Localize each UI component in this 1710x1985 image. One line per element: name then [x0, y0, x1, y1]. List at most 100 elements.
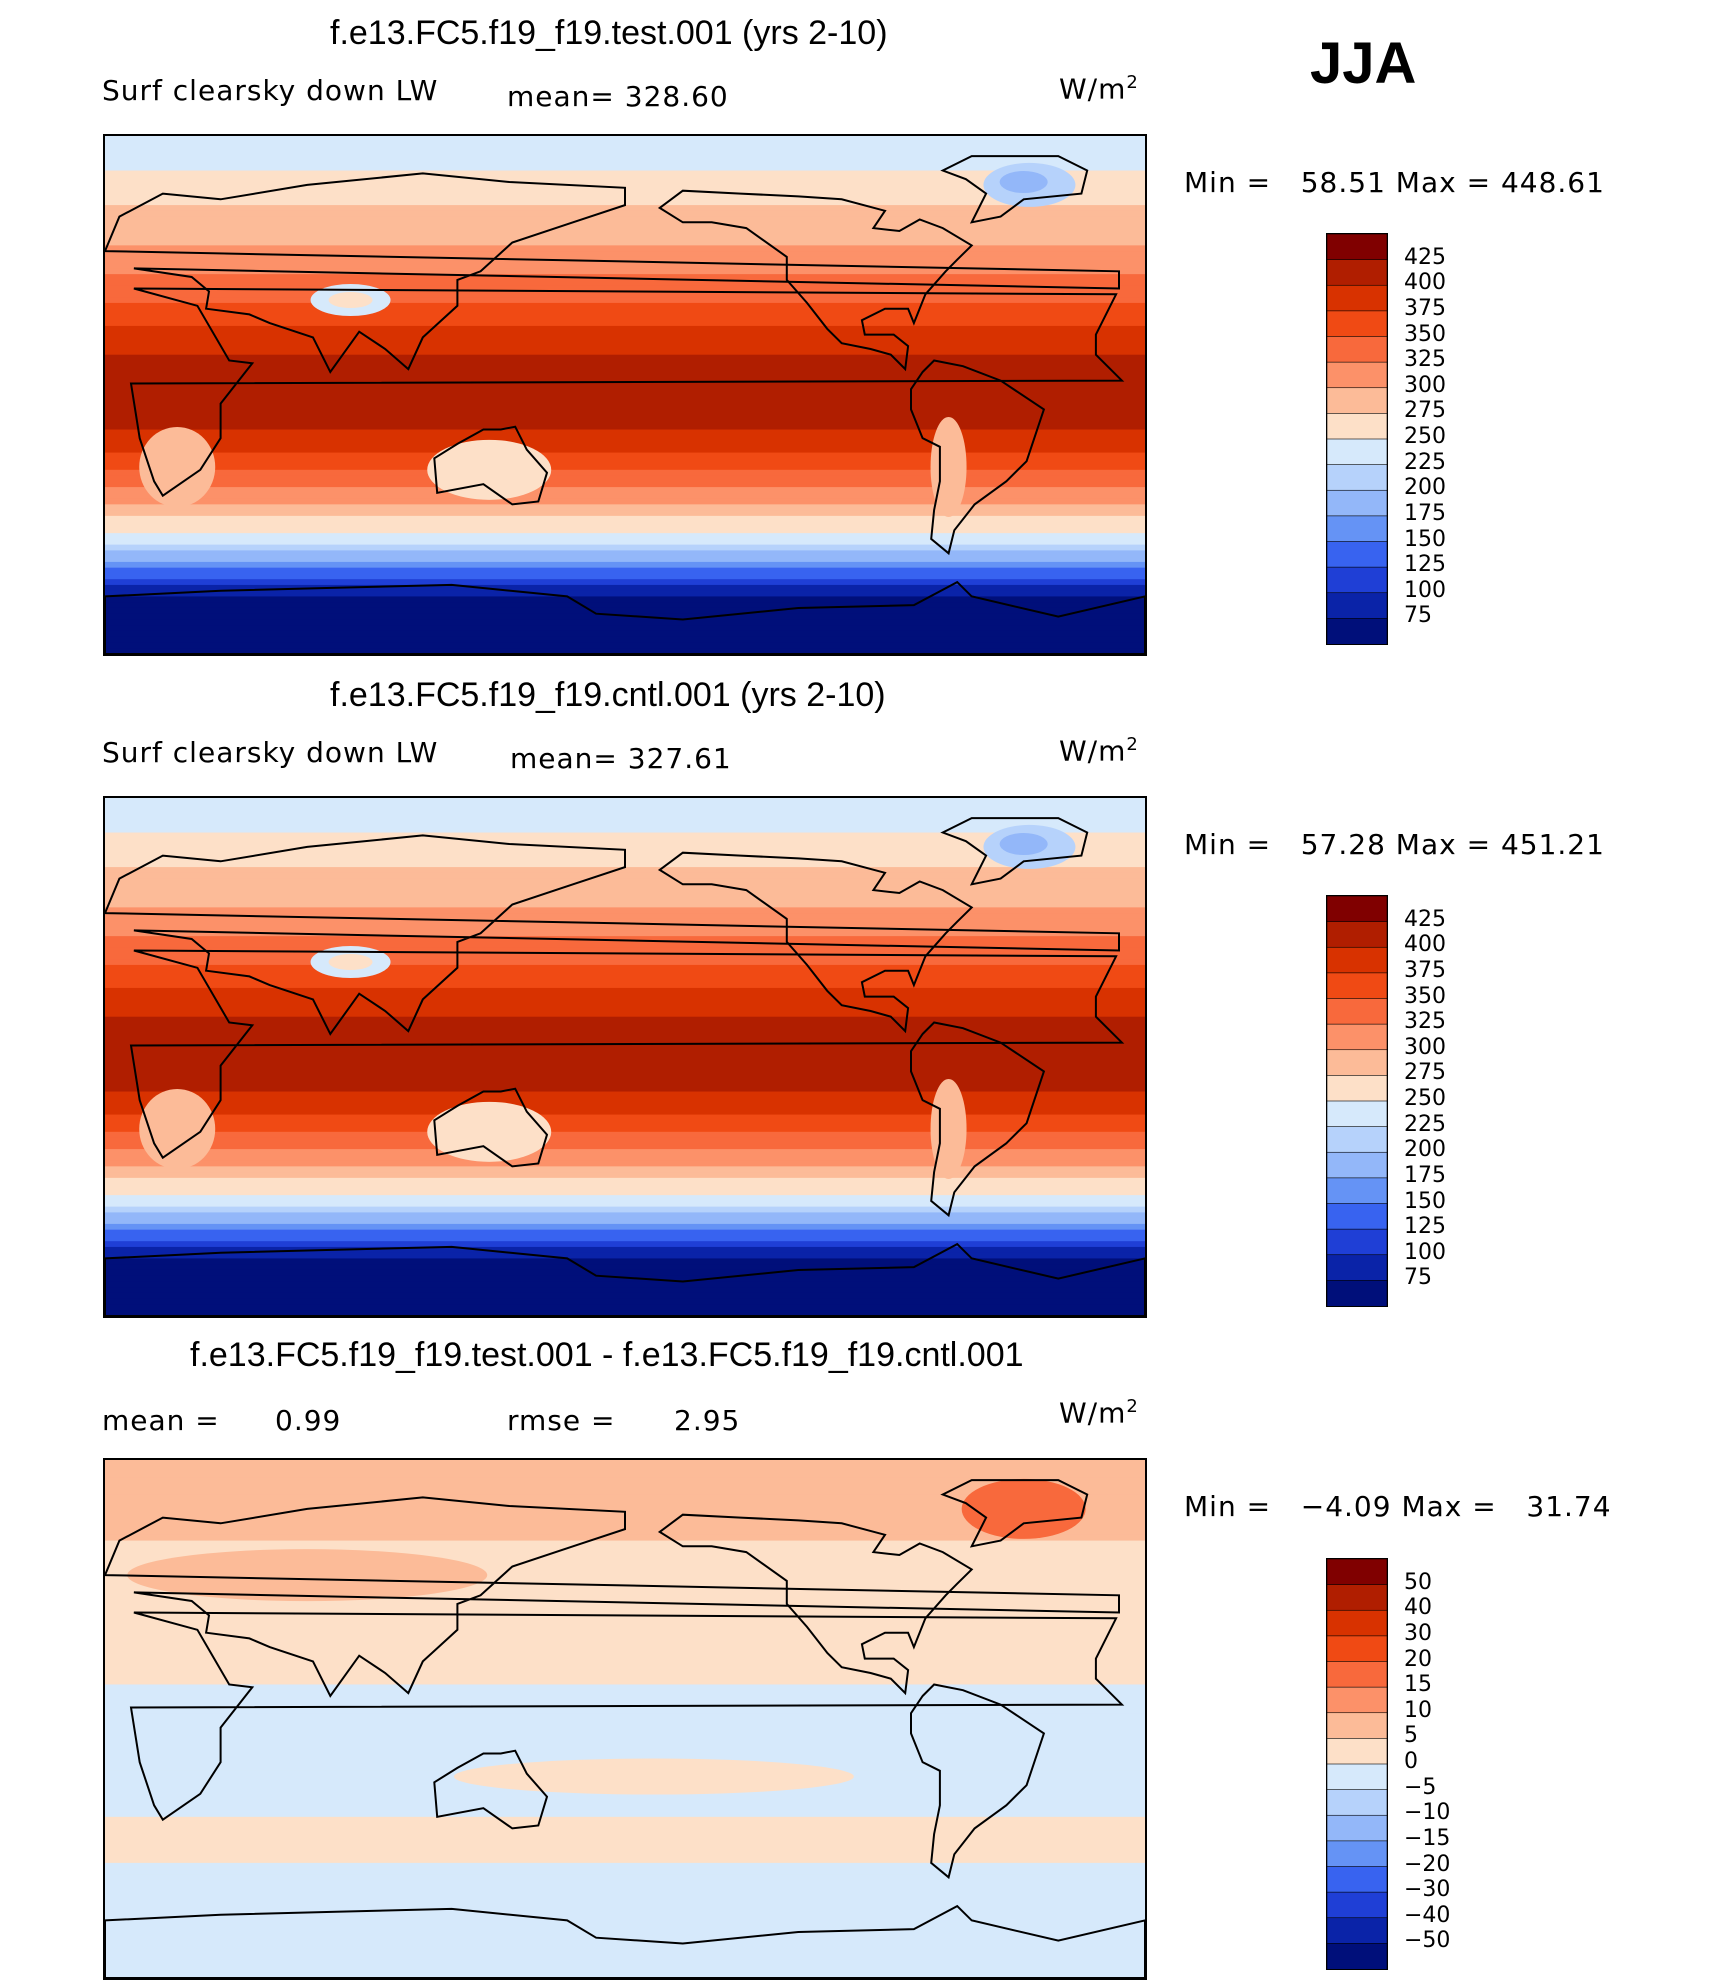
colorbar-tick-label: 30	[1404, 1620, 1432, 1646]
map-band	[105, 832, 1145, 839]
map-band	[105, 279, 1145, 287]
map-band	[105, 1091, 1145, 1098]
colorbar-tick-label: 300	[1404, 372, 1446, 398]
colorbar-tick-label: 150	[1404, 526, 1446, 552]
colorbar-tick-label: 10	[1404, 1697, 1432, 1723]
colorbar-tick-label: 5	[1404, 1723, 1418, 1749]
colorbar-swatch	[1326, 310, 1388, 338]
panel3-colorbar	[1326, 1558, 1388, 1970]
map-band	[105, 1615, 1145, 1622]
map-band	[105, 1793, 1145, 1801]
map-band	[105, 573, 1145, 580]
map-band	[105, 1667, 1145, 1674]
australia-region	[427, 1101, 552, 1162]
eurasia-outline	[103, 834, 1120, 1036]
map-band	[105, 867, 1145, 874]
map-band	[105, 1258, 1145, 1265]
map-band	[105, 1638, 1145, 1645]
map-band	[105, 1580, 1145, 1588]
map-band	[105, 1966, 1145, 1973]
map-band	[105, 1834, 1145, 1841]
colorbar-swatch	[1326, 1866, 1388, 1893]
map-band	[105, 1477, 1145, 1484]
map-band	[105, 533, 1145, 540]
colorbar-tick-label: 175	[1404, 500, 1446, 526]
map-band	[105, 205, 1145, 212]
map-band	[105, 1684, 1145, 1691]
southern-africa-region	[139, 1088, 216, 1169]
map-band	[105, 245, 1145, 252]
samerica-outline	[910, 359, 1046, 556]
colorbar-tick-label: 375	[1404, 295, 1446, 321]
colorbar-tick-label: 400	[1404, 932, 1446, 958]
map-band	[105, 947, 1145, 954]
map-band	[105, 314, 1145, 321]
colorbar-tick-label: 75	[1404, 1265, 1432, 1291]
colorbar-tick-label: 0	[1404, 1749, 1418, 1774]
colorbar-swatch	[1326, 413, 1388, 440]
africa-outline	[129, 287, 1125, 498]
map-band	[105, 1016, 1145, 1024]
colorbar-swatch	[1326, 1609, 1388, 1637]
map-band	[105, 1891, 1145, 1899]
colorbar-swatch	[1326, 1177, 1388, 1205]
panel3-rmse-value: 2.95	[674, 1404, 741, 1437]
colorbar-swatch	[1326, 361, 1388, 389]
colorbar-swatch	[1326, 972, 1388, 1000]
map-band	[105, 1839, 1145, 1847]
map-band	[105, 337, 1145, 344]
colorbar-tick-label: 350	[1404, 321, 1446, 347]
colorbar-tick-label: 50	[1404, 1569, 1432, 1595]
map-band	[105, 1460, 1145, 1467]
namerica-outline	[657, 189, 974, 372]
map-band	[105, 1483, 1145, 1490]
map-band	[105, 1724, 1145, 1732]
colorbar-swatch	[1326, 284, 1388, 312]
colorbar-tick-label: −30	[1404, 1877, 1451, 1903]
africa-outline	[129, 1611, 1125, 1822]
colorbar-swatch	[1326, 1686, 1388, 1714]
map-band	[105, 884, 1145, 891]
panel3-mean-label: mean =	[102, 1404, 220, 1437]
colorbar-swatch	[1326, 464, 1388, 492]
colorbar-swatch	[1326, 259, 1388, 287]
map-band	[105, 1563, 1145, 1570]
map-band	[105, 1943, 1145, 1950]
panel2-mean: mean= 327.61	[510, 742, 732, 775]
map-band	[105, 1241, 1145, 1248]
map-band	[105, 1908, 1145, 1916]
map-band	[105, 1603, 1145, 1611]
map-band	[105, 1713, 1145, 1720]
map-band	[105, 521, 1145, 528]
colorbar-tick-label: −15	[1404, 1825, 1451, 1851]
map-band	[105, 1672, 1145, 1680]
map-band	[105, 262, 1145, 269]
map-band	[105, 936, 1145, 943]
map-band	[105, 976, 1145, 983]
map-band	[105, 1275, 1145, 1283]
map-band	[105, 1897, 1145, 1904]
map-band	[105, 607, 1145, 615]
colorbar-tick-label: 400	[1404, 270, 1446, 296]
map-band	[105, 423, 1145, 431]
map-band	[105, 584, 1145, 592]
map-band	[105, 164, 1145, 172]
colorbar-tick-label: 250	[1404, 424, 1446, 449]
greenland-diff-region	[961, 1478, 1086, 1539]
panel3-min-max: Min = −4.09 Max = 31.74	[1184, 1490, 1612, 1523]
map-band	[105, 1465, 1145, 1473]
map-band	[105, 389, 1145, 396]
map-band	[105, 527, 1145, 534]
map-band	[105, 1304, 1145, 1311]
panel2-min-max: Min = 57.28 Max = 451.21	[1184, 828, 1605, 861]
colorbar-swatch	[1326, 438, 1388, 466]
map-band	[105, 1885, 1145, 1893]
map-band	[105, 1874, 1145, 1881]
map-band	[105, 999, 1145, 1006]
panel1-units: W/m2	[1059, 72, 1139, 106]
map-band	[105, 648, 1145, 655]
map-band	[105, 1471, 1145, 1478]
panel2-colorbar	[1326, 895, 1388, 1307]
colorbar-swatch	[1326, 489, 1388, 517]
panel2-title: f.e13.FC5.f19_f19.cntl.001 (yrs 2-10)	[330, 676, 886, 714]
